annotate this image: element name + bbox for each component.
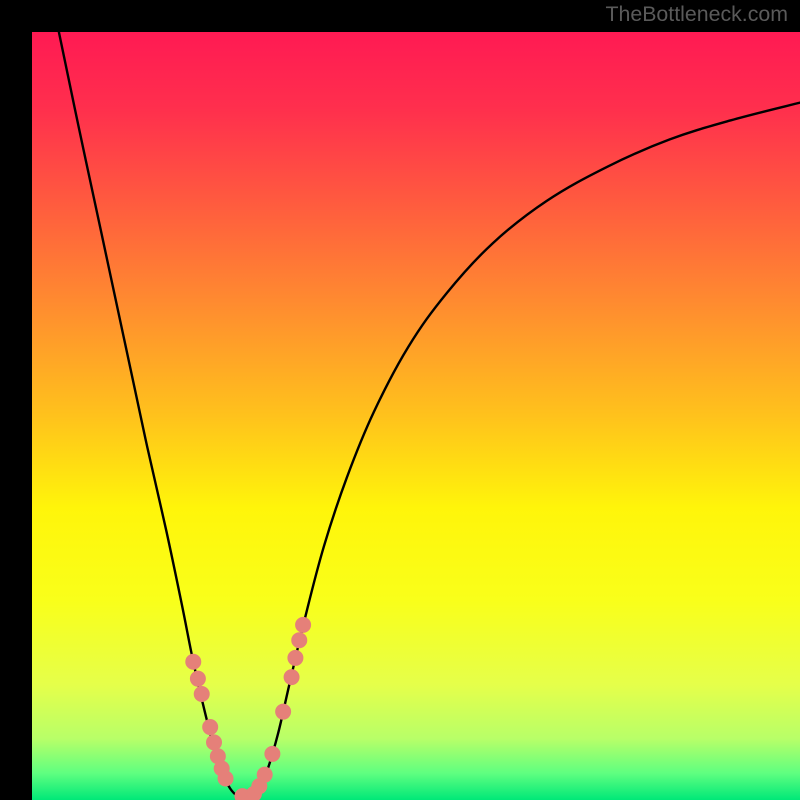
marker-point: [284, 670, 299, 685]
watermark-text: TheBottleneck.com: [605, 2, 788, 27]
marker-point: [218, 771, 233, 786]
marker-point: [296, 617, 311, 632]
marker-point: [276, 704, 291, 719]
marker-point: [207, 735, 222, 750]
marker-point: [186, 654, 201, 669]
marker-point: [190, 671, 205, 686]
plot-area: [32, 32, 800, 800]
marker-point: [194, 687, 209, 702]
marker-point: [292, 633, 307, 648]
marker-point: [265, 746, 280, 761]
bottleneck-curve: [59, 32, 800, 799]
marker-point: [288, 650, 303, 665]
chart-svg: [32, 32, 800, 800]
marker-point: [203, 720, 218, 735]
chart-frame: TheBottleneck.com: [0, 0, 800, 800]
marker-point: [257, 767, 272, 782]
